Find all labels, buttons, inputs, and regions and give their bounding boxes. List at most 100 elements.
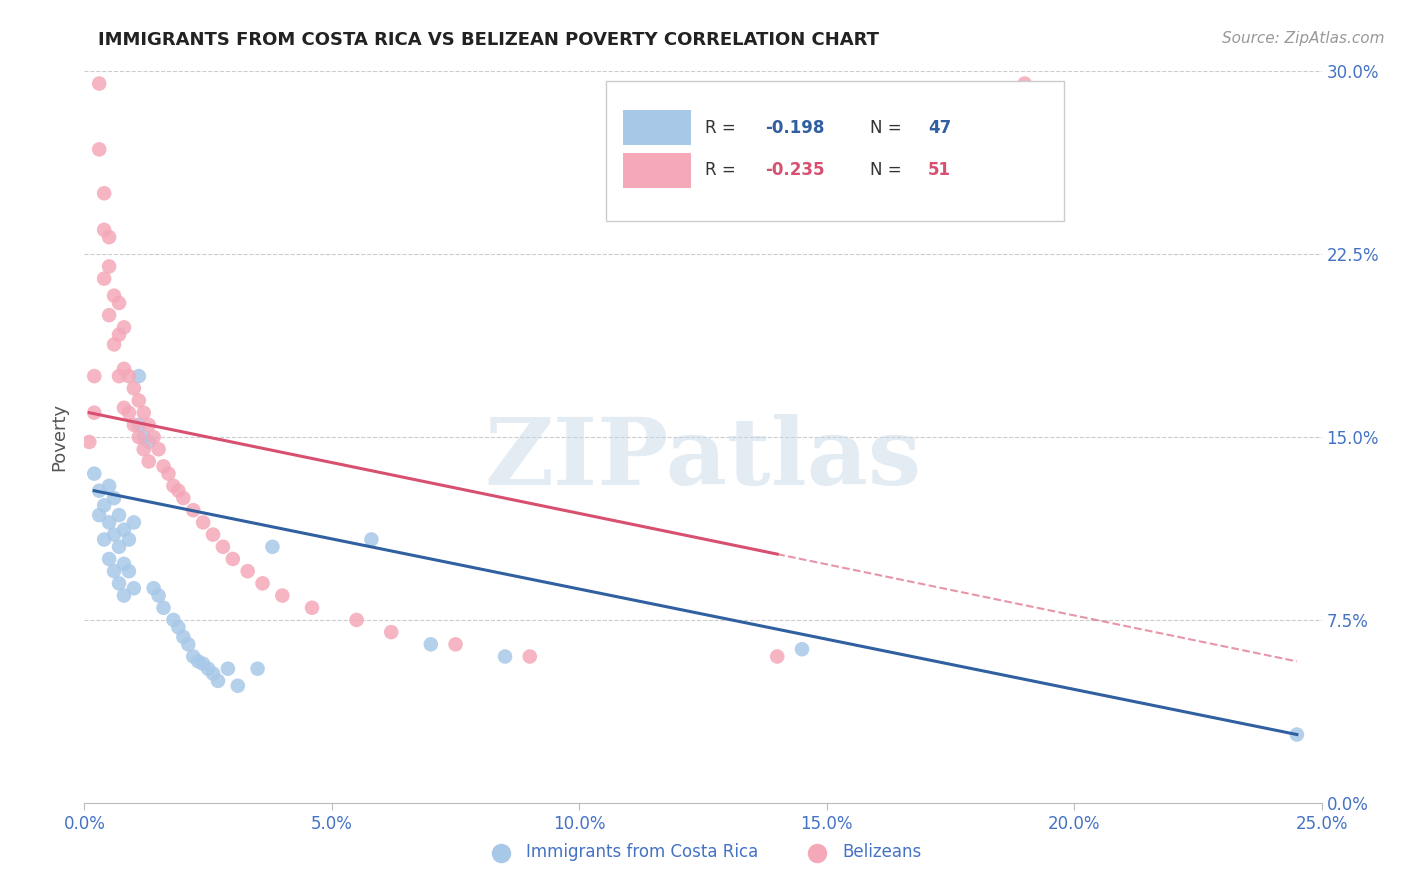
Point	[103, 491, 125, 505]
Point	[360, 533, 382, 547]
Point	[122, 581, 145, 595]
Point	[98, 516, 121, 530]
Point	[98, 308, 121, 322]
Point	[128, 430, 150, 444]
Text: -0.235: -0.235	[765, 161, 824, 179]
Point	[93, 499, 115, 513]
Point	[103, 564, 125, 578]
Point	[138, 454, 160, 468]
Point	[138, 434, 160, 449]
Point	[83, 467, 105, 481]
Point	[79, 434, 101, 449]
Point	[132, 406, 155, 420]
Point	[142, 430, 165, 444]
Text: Source: ZipAtlas.com: Source: ZipAtlas.com	[1222, 31, 1385, 46]
Text: N =: N =	[870, 119, 907, 136]
Point	[152, 459, 174, 474]
Point	[93, 223, 115, 237]
FancyBboxPatch shape	[606, 81, 1064, 221]
Text: R =: R =	[706, 161, 741, 179]
Point	[167, 483, 190, 498]
Point	[262, 540, 284, 554]
Point	[191, 516, 214, 530]
Point	[122, 381, 145, 395]
Point	[191, 657, 214, 671]
Point	[103, 527, 125, 541]
Point	[122, 516, 145, 530]
Legend: Immigrants from Costa Rica, Belizeans: Immigrants from Costa Rica, Belizeans	[478, 837, 928, 868]
Point	[108, 296, 131, 310]
Point	[98, 552, 121, 566]
Point	[128, 393, 150, 408]
Text: ZIPatlas: ZIPatlas	[485, 414, 921, 504]
Point	[108, 576, 131, 591]
Point	[271, 589, 294, 603]
Point	[444, 637, 467, 651]
Text: -0.198: -0.198	[765, 119, 824, 136]
Point	[118, 406, 141, 420]
Point	[103, 288, 125, 302]
Point	[83, 406, 105, 420]
Point	[83, 369, 105, 384]
Point	[380, 625, 402, 640]
Point	[138, 417, 160, 432]
Point	[93, 186, 115, 201]
Point	[162, 613, 184, 627]
Text: R =: R =	[706, 119, 741, 136]
Point	[172, 630, 194, 644]
Point	[128, 369, 150, 384]
Point	[181, 503, 204, 517]
Point	[89, 508, 111, 522]
Point	[98, 230, 121, 244]
Point	[112, 361, 135, 376]
Point	[167, 620, 190, 634]
Point	[197, 662, 219, 676]
Y-axis label: Poverty: Poverty	[51, 403, 69, 471]
Text: 51: 51	[928, 161, 952, 179]
Point	[346, 613, 368, 627]
Point	[148, 442, 170, 457]
Point	[217, 662, 239, 676]
Point	[98, 260, 121, 274]
Point	[108, 369, 131, 384]
Point	[132, 430, 155, 444]
Point	[172, 491, 194, 505]
Point	[246, 662, 269, 676]
Point	[108, 508, 131, 522]
Text: N =: N =	[870, 161, 907, 179]
Point	[181, 649, 204, 664]
Point	[152, 600, 174, 615]
Point	[93, 533, 115, 547]
Point	[112, 523, 135, 537]
Point	[89, 142, 111, 156]
Point	[103, 337, 125, 351]
Point	[1014, 77, 1036, 91]
Point	[118, 564, 141, 578]
Point	[301, 600, 323, 615]
Point	[236, 564, 259, 578]
Point	[148, 589, 170, 603]
Point	[252, 576, 274, 591]
Point	[1285, 727, 1308, 741]
Point	[202, 666, 225, 681]
Point	[122, 417, 145, 432]
Point	[118, 533, 141, 547]
Point	[202, 527, 225, 541]
Point	[157, 467, 180, 481]
Point	[207, 673, 229, 688]
Point	[112, 557, 135, 571]
Point	[187, 654, 209, 668]
Point	[89, 77, 111, 91]
Point	[177, 637, 200, 651]
Point	[790, 642, 813, 657]
Point	[108, 540, 131, 554]
Point	[519, 649, 541, 664]
Point	[98, 479, 121, 493]
Text: 47: 47	[928, 119, 952, 136]
Point	[112, 320, 135, 334]
Point	[93, 271, 115, 285]
FancyBboxPatch shape	[623, 153, 690, 187]
Point	[212, 540, 235, 554]
Point	[162, 479, 184, 493]
FancyBboxPatch shape	[623, 110, 690, 145]
